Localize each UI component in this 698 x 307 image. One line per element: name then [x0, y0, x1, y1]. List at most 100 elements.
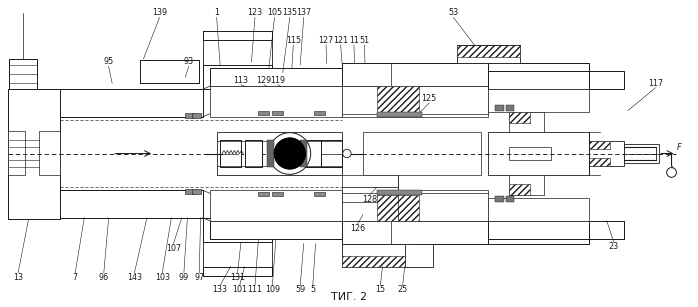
Text: 133: 133 [213, 285, 228, 294]
Bar [342, 187, 398, 202]
Bar [510, 175, 544, 195]
Bar [321, 140, 342, 167]
Bar [209, 68, 342, 86]
Bar [9, 59, 37, 89]
Bar [60, 190, 202, 218]
Bar [8, 89, 60, 219]
Bar [220, 140, 241, 167]
Bar [457, 45, 520, 63]
Bar [8, 175, 60, 219]
Bar [457, 45, 520, 57]
Bar [202, 31, 272, 41]
Bar [489, 63, 589, 71]
Bar [489, 221, 589, 239]
Bar [342, 86, 489, 117]
Bar [60, 190, 202, 218]
Bar [506, 196, 514, 202]
Text: 109: 109 [265, 285, 280, 294]
Text: 137: 137 [296, 8, 311, 17]
Bar [202, 65, 272, 89]
Bar [624, 144, 659, 163]
Text: 107: 107 [166, 244, 181, 253]
Bar [405, 244, 433, 266]
Circle shape [269, 133, 311, 174]
Text: 101: 101 [232, 285, 247, 294]
Bar [489, 239, 589, 244]
Bar [377, 86, 419, 112]
Bar [220, 140, 241, 167]
Text: 23: 23 [609, 242, 618, 251]
Text: 135: 135 [282, 8, 297, 17]
Text: 7: 7 [73, 273, 77, 282]
Bar [8, 130, 25, 175]
Bar [202, 218, 272, 242]
Text: 125: 125 [422, 94, 437, 103]
Bar [489, 71, 589, 89]
Text: 139: 139 [152, 8, 167, 17]
Text: 115: 115 [285, 36, 301, 45]
Text: 117: 117 [648, 79, 663, 88]
Bar [209, 190, 342, 221]
Bar [304, 140, 321, 167]
Bar [272, 111, 283, 115]
Bar [39, 130, 60, 175]
Bar [489, 198, 589, 221]
Bar [185, 113, 193, 119]
Bar [589, 141, 610, 149]
Bar [342, 221, 489, 244]
Text: 127: 127 [318, 36, 334, 45]
Bar [489, 71, 589, 89]
Bar [202, 266, 272, 276]
Bar [489, 89, 589, 112]
Text: 131: 131 [230, 273, 245, 282]
Bar [342, 63, 489, 86]
Bar [300, 140, 307, 167]
Bar [244, 140, 262, 167]
Bar [496, 196, 504, 202]
Text: 25: 25 [398, 285, 408, 294]
Bar [140, 60, 199, 83]
Text: 126: 126 [350, 224, 365, 233]
Bar [342, 63, 489, 86]
Text: 5: 5 [310, 285, 315, 294]
Bar [342, 244, 412, 266]
Bar [304, 140, 321, 167]
Text: 51: 51 [359, 36, 369, 45]
Bar [342, 221, 489, 244]
Circle shape [274, 138, 305, 169]
Bar [510, 112, 530, 123]
Text: 113: 113 [234, 76, 248, 85]
Bar [589, 141, 624, 166]
Bar [377, 190, 422, 195]
Bar [140, 60, 199, 83]
Text: 53: 53 [448, 8, 459, 17]
Text: 99: 99 [179, 273, 189, 282]
Bar [60, 89, 202, 117]
Bar [489, 221, 589, 239]
Bar [510, 112, 544, 132]
Text: 105: 105 [267, 8, 282, 17]
Bar [209, 86, 342, 117]
Bar [192, 113, 200, 119]
Text: 128: 128 [362, 195, 378, 204]
Text: 119: 119 [270, 76, 285, 85]
Circle shape [343, 149, 351, 158]
Bar [363, 132, 482, 175]
Bar [589, 221, 624, 239]
Circle shape [274, 138, 305, 169]
Bar [589, 71, 624, 89]
Bar [496, 105, 504, 111]
Bar [510, 184, 530, 195]
Bar [244, 140, 262, 167]
Text: F: F [677, 143, 681, 152]
Text: 97: 97 [194, 273, 205, 282]
Bar [9, 59, 37, 89]
Bar [202, 65, 272, 89]
Bar [377, 112, 422, 117]
Text: 59: 59 [295, 285, 305, 294]
Bar [321, 140, 342, 167]
Text: 95: 95 [103, 57, 114, 66]
Text: 111: 111 [248, 285, 262, 294]
Bar [489, 63, 589, 71]
Text: ΤИГ. 2: ΤИГ. 2 [331, 292, 367, 302]
